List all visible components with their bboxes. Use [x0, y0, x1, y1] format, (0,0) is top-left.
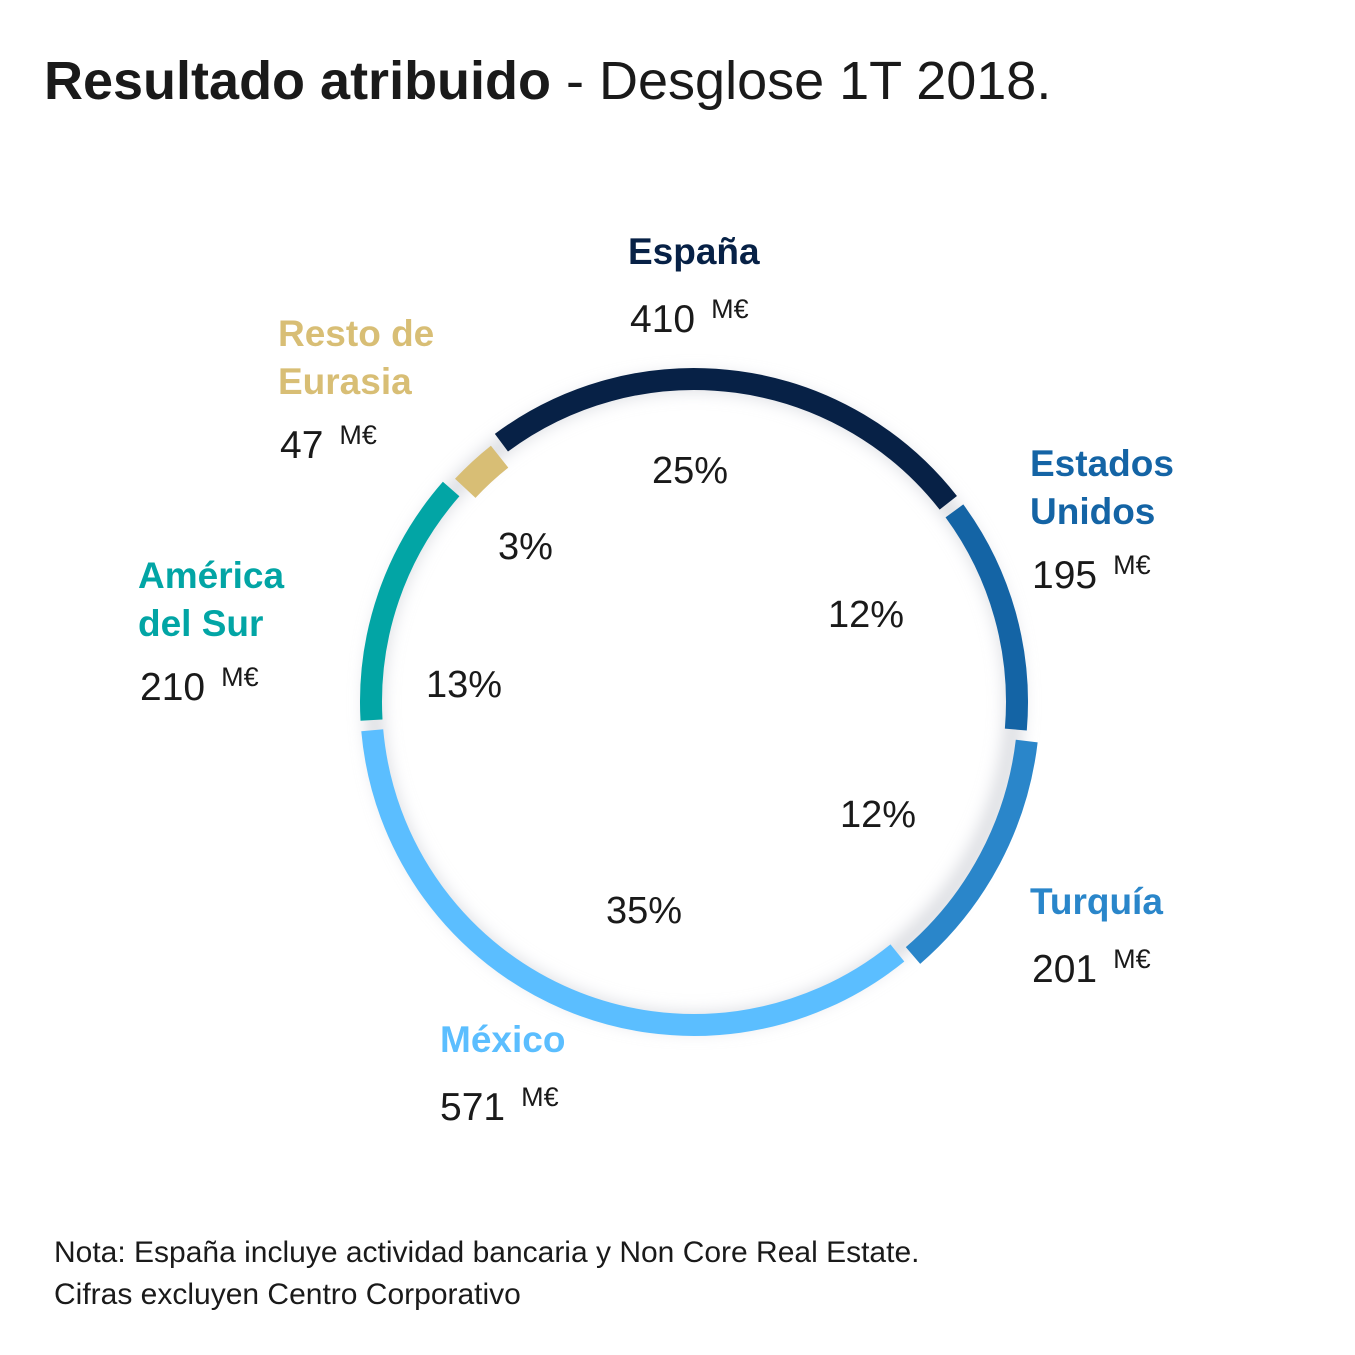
slice-amount-espana: 410 M€ — [630, 294, 749, 341]
slice-category-turquia: Turquía — [1030, 878, 1163, 926]
slice-amount-unit: M€ — [521, 1082, 559, 1112]
slice-amount-value: 410 — [630, 298, 696, 341]
footnote: Nota: España incluye actividad bancaria … — [54, 1232, 919, 1316]
slice-amount-turquia: 201 M€ — [1032, 944, 1151, 991]
slice-amount-value: 195 — [1032, 554, 1098, 597]
slice-category-mexico: México — [440, 1016, 565, 1064]
slice-amount-value: 47 — [280, 424, 324, 467]
slice-category-resto-de-eurasia: Resto de Eurasia — [278, 310, 434, 406]
slice-amount-america-del-sur: 210 M€ — [140, 662, 259, 709]
slice-category-estados-unidos: Estados Unidos — [1030, 440, 1174, 536]
slice-amount-unit: M€ — [339, 420, 377, 450]
chart-title-bold: Resultado atribuido — [44, 51, 552, 111]
slice-category-line: del Sur — [138, 603, 264, 644]
slice-percent-espana: 25% — [652, 450, 729, 492]
slice-amount-value: 571 — [440, 1086, 506, 1129]
donut-slice-estados-unidos — [945, 504, 1028, 731]
slice-amount-value: 210 — [140, 666, 206, 709]
slice-amount-mexico: 571 M€ — [440, 1082, 559, 1129]
slice-category-line: Estados — [1030, 443, 1174, 484]
slice-category-line: España — [628, 231, 760, 272]
slice-percent-estados-unidos: 12% — [828, 594, 905, 636]
slice-category-line: Eurasia — [278, 361, 412, 402]
slice-category-line: Unidos — [1030, 491, 1156, 532]
chart-title: Resultado atribuido - Desglose 1T 2018. — [44, 51, 1052, 111]
slice-category-line: México — [440, 1019, 566, 1060]
donut-slice-resto-de-eurasia — [455, 445, 509, 499]
slice-amount-unit: M€ — [221, 662, 259, 692]
slice-percent-mexico: 35% — [606, 890, 683, 932]
slice-amount-unit: M€ — [711, 294, 749, 324]
donut-slice-america-del-sur — [360, 481, 460, 721]
chart-title-rest: - Desglose 1T 2018. — [566, 51, 1052, 111]
donut-slice-mexico — [361, 729, 905, 1036]
slice-category-espana: España — [628, 228, 760, 276]
slice-amount-unit: M€ — [1113, 550, 1151, 580]
slice-category-line: Turquía — [1030, 881, 1163, 922]
footnote-line-1: Nota: España incluye actividad bancaria … — [54, 1236, 920, 1269]
slice-category-america-del-sur: América del Sur — [138, 552, 284, 648]
slice-category-line: Resto de — [278, 313, 435, 354]
slice-percent-america-del-sur: 13% — [426, 664, 503, 706]
slice-amount-resto-de-eurasia: 47 M€ — [280, 420, 377, 467]
slice-category-line: América — [138, 555, 285, 596]
donut-slice-turquia — [905, 739, 1038, 964]
footnote-line-2: Cifras excluyen Centro Corporativo — [54, 1278, 521, 1311]
donut-slice-espana — [494, 368, 957, 510]
slice-percent-turquia: 12% — [840, 794, 917, 836]
slice-percent-resto-de-eurasia: 3% — [498, 526, 553, 568]
slice-amount-estados-unidos: 195 M€ — [1032, 550, 1151, 597]
slice-amount-unit: M€ — [1113, 944, 1151, 974]
slice-amount-value: 201 — [1032, 948, 1098, 991]
